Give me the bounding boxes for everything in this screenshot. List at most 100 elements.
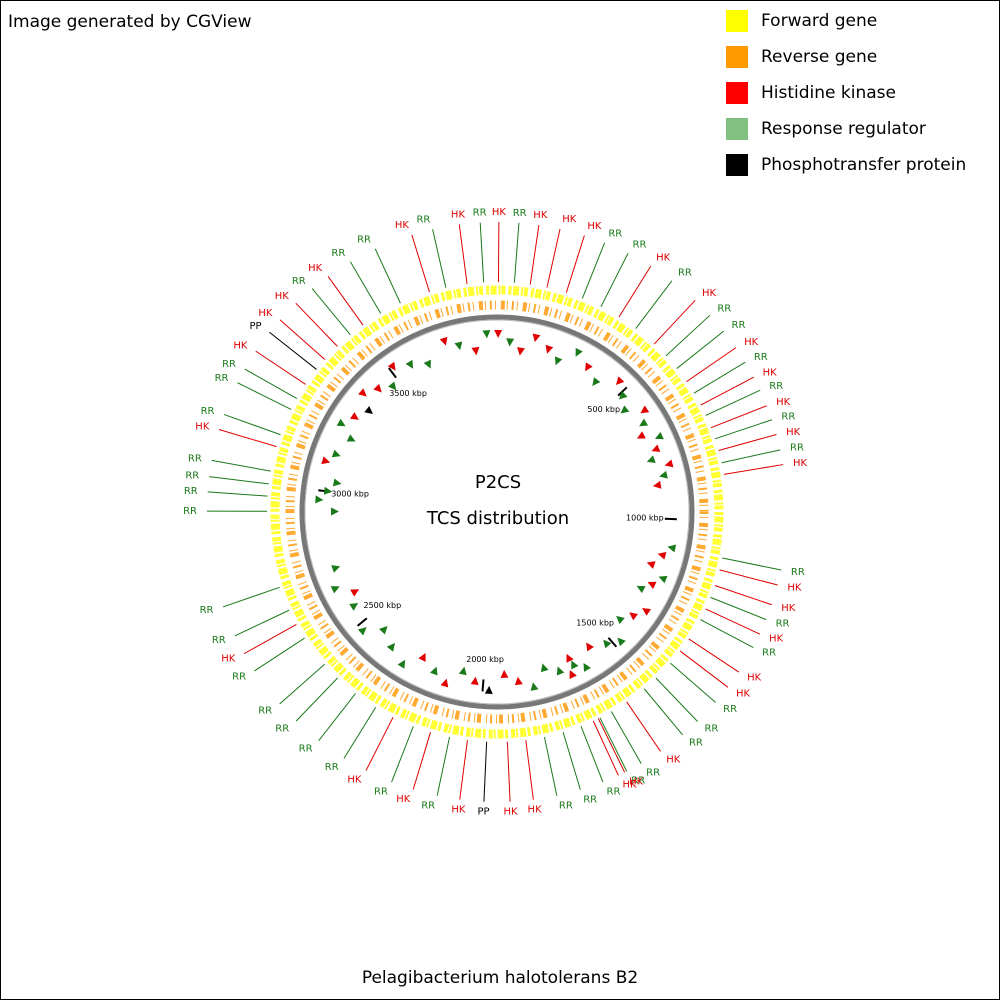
feature-label: HK: [233, 341, 248, 352]
feature-label: RR: [776, 618, 790, 629]
feature-label: RR: [732, 320, 746, 331]
feature-marker: [571, 660, 579, 670]
feature-line: [600, 253, 629, 308]
feature-marker: [330, 586, 340, 594]
feature-marker: [647, 581, 657, 589]
feature-marker: [350, 412, 359, 420]
feature-label: RR: [275, 723, 289, 734]
ruler-tick: [356, 617, 368, 627]
feature-marker: [454, 341, 463, 351]
feature-label: HK: [763, 368, 778, 379]
feature-label: RR: [754, 352, 768, 363]
ruler-label: 500 kbp: [587, 405, 620, 414]
feature-marker: [569, 670, 577, 679]
feature-marker: [458, 666, 467, 676]
ruler-label: 2000 kbp: [466, 655, 504, 664]
feature-line: [635, 280, 673, 329]
feature-label: RR: [184, 486, 198, 497]
feature-label: HK: [195, 422, 210, 433]
feature-label: RR: [633, 239, 647, 250]
feature-line: [365, 716, 394, 771]
feature-label: RR: [762, 647, 776, 658]
feature-marker: [373, 383, 382, 393]
legend-label: Response regulator: [761, 119, 926, 139]
feature-label: RR: [559, 801, 573, 812]
ruler-label: 3000 kbp: [331, 490, 369, 499]
feature-marker: [556, 666, 565, 676]
feature-label: HK: [747, 673, 762, 684]
feature-marker: [583, 662, 591, 672]
feature-line: [295, 677, 339, 722]
feature-label: HK: [492, 207, 507, 218]
feature-line: [343, 707, 377, 759]
feature-label: HK: [587, 221, 602, 232]
feature-line: [207, 491, 268, 497]
feature-line: [543, 736, 558, 796]
map-title: P2CS: [475, 472, 521, 493]
feature-marker: [482, 330, 491, 339]
feature-label: HK: [395, 220, 410, 231]
features: 500 kbp 1000 kbp 1500 kbp 2000 kbp 2500 kbp 3…: [183, 207, 807, 818]
feature-line: [458, 224, 468, 285]
feature-marker: [405, 359, 414, 369]
feature-marker: [642, 608, 651, 616]
feature-line: [592, 720, 619, 776]
feature-label: RR: [421, 801, 435, 812]
feature-line: [670, 662, 716, 703]
legend-label: Forward gene: [761, 11, 877, 31]
feature-marker: [575, 347, 583, 357]
feature-line: [279, 319, 326, 360]
feature-label: RR: [185, 470, 199, 481]
feature-marker: [646, 561, 656, 569]
feature-marker: [470, 676, 479, 686]
feature-line: [243, 623, 297, 655]
feature-marker: [667, 544, 677, 553]
feature-label: RR: [215, 373, 229, 384]
feature-marker: [640, 405, 650, 414]
feature-line: [255, 350, 306, 385]
feature-line: [411, 234, 430, 293]
feature-line: [436, 736, 451, 796]
feature-marker: [657, 551, 667, 560]
backbone: [299, 314, 695, 710]
feature-marker: [357, 627, 367, 636]
feature-label: RR: [791, 567, 805, 578]
feature-marker: [331, 565, 341, 573]
feature-marker: [586, 642, 594, 652]
feature-label: RR: [183, 506, 197, 517]
legend-swatch: [726, 118, 748, 140]
feature-marker: [331, 449, 341, 458]
feature-marker: [530, 682, 539, 691]
feature-marker: [430, 666, 438, 676]
feature-line: [710, 596, 767, 621]
feature-marker: [349, 602, 359, 611]
feature-marker: [321, 456, 331, 465]
feature-marker: [603, 639, 612, 649]
feature-label: HK: [793, 458, 808, 469]
feature-label: HK: [629, 776, 644, 787]
feature-line: [719, 569, 778, 586]
feature-label: HK: [396, 794, 411, 805]
feature-marker: [346, 434, 356, 442]
feature-line: [721, 449, 781, 464]
feature-line: [237, 382, 292, 410]
feature-line: [705, 608, 761, 635]
reverse-gene-ring: [285, 300, 709, 724]
feature-label: HK: [623, 779, 638, 790]
feature-marker: [506, 338, 515, 347]
feature-line: [211, 459, 271, 472]
feature-label: HK: [533, 210, 548, 221]
feature-line: [688, 638, 740, 673]
feature-label: RR: [357, 235, 371, 246]
feature-line: [234, 609, 290, 637]
feature-label: RR: [608, 228, 622, 239]
feature-line: [506, 741, 511, 802]
feature-marker: [545, 344, 554, 354]
ruler-label: 1500 kbp: [576, 618, 614, 627]
feature-line: [714, 419, 773, 440]
feature-label: RR: [790, 443, 804, 454]
feature-marker: [616, 615, 625, 625]
feature-label: HK: [736, 688, 751, 699]
feature-line: [222, 586, 280, 608]
feature-marker: [440, 678, 449, 688]
